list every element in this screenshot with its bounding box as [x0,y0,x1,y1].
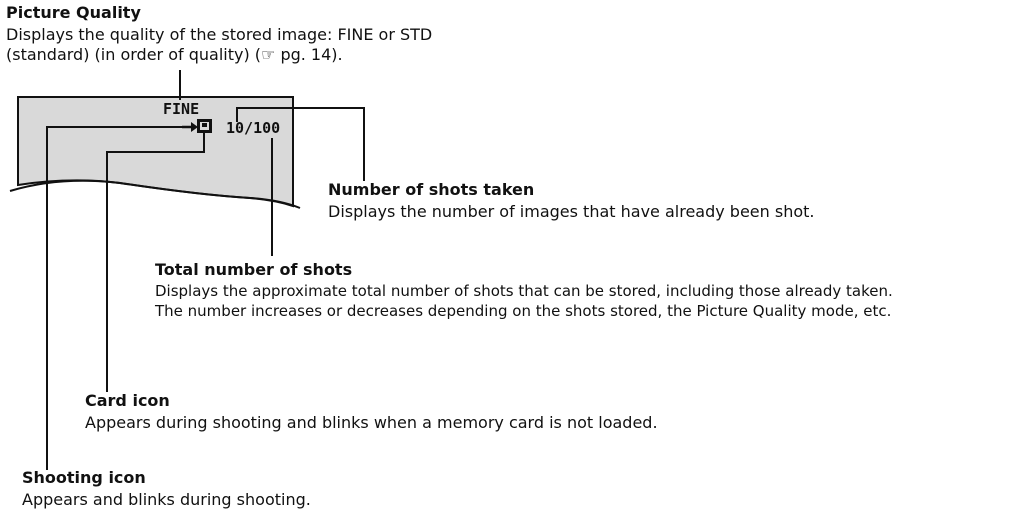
total-shots-title: Total number of shots [155,260,353,279]
shooting-icon-title: Shooting icon [22,468,146,487]
picture-quality-desc-2: (standard) (in order of quality) (☞ pg. … [6,45,343,64]
total-shots-desc-2: The number increases or decreases depend… [155,302,892,320]
card-icon-desc: Appears during shooting and blinks when … [85,413,658,432]
arrow-right-icon [182,122,198,132]
leader-lines [46,70,365,470]
leader-shooting-icon [46,126,182,470]
total-shots-desc-1: Displays the approximate total number of… [155,282,893,300]
picture-quality-desc-1: Displays the quality of the stored image… [6,25,433,44]
shots-taken-title: Number of shots taken [328,180,535,199]
shots-taken-desc: Displays the number of images that have … [328,202,815,221]
shooting-icon-desc: Appears and blinks during shooting. [22,490,311,509]
leader-card-icon [106,133,205,392]
card-icon-title: Card icon [85,391,170,410]
leader-shots-taken [236,107,365,181]
screen-cut-edge [9,179,301,209]
memory-card-icon [197,119,212,133]
screen-counter-text: 10/100 [226,119,280,137]
picture-quality-title: Picture Quality [6,3,141,22]
screen-quality-text: FINE [163,100,199,118]
